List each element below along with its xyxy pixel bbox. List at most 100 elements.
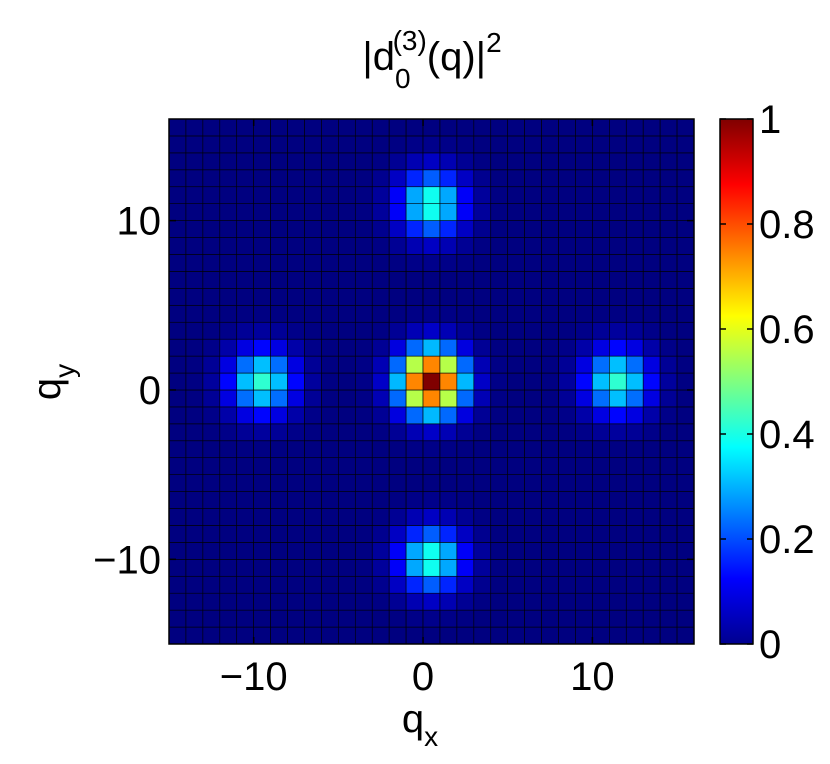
heatmap-cell [354, 288, 373, 306]
heatmap-cell [609, 254, 627, 272]
heatmap-cell [185, 559, 204, 577]
heatmap-cell [185, 542, 204, 560]
heatmap-cell [575, 118, 593, 137]
heatmap-cell [253, 203, 271, 221]
heatmap-cell [609, 423, 627, 442]
heatmap-cell [354, 186, 373, 204]
heatmap-cell [321, 525, 339, 543]
heatmap-cell [676, 372, 695, 391]
heatmap-cell [388, 135, 407, 154]
heatmap-cell [490, 118, 509, 137]
heatmap-cell [304, 626, 322, 645]
heatmap-cell [371, 321, 390, 340]
heatmap-cell [354, 338, 373, 357]
heatmap-cell [371, 559, 390, 577]
heatmap-cell [575, 542, 593, 560]
heatmap-cell [575, 355, 593, 374]
heatmap-cell [625, 203, 644, 221]
heatmap-cell [659, 220, 678, 238]
heatmap-cell [642, 575, 661, 594]
heatmap-cell [219, 372, 238, 391]
heatmap-cell [490, 203, 509, 221]
heatmap-cell [270, 389, 288, 408]
heatmap-cell [338, 152, 356, 171]
heatmap-cell [422, 440, 441, 459]
heatmap-cell [185, 304, 204, 323]
heatmap-cell [253, 118, 271, 137]
heatmap-cell [371, 474, 390, 492]
heatmap-cell [676, 542, 695, 560]
heatmap-cell [371, 542, 390, 560]
heatmap-cell [304, 542, 322, 560]
heatmap-cell [659, 542, 678, 560]
heatmap-cell [321, 169, 339, 188]
heatmap-cell [473, 237, 492, 255]
heatmap-cell [219, 135, 238, 154]
heatmap-cell [558, 321, 576, 340]
heatmap-cell [270, 321, 288, 340]
heatmap-cell [253, 389, 271, 408]
heatmap-cell [219, 288, 238, 306]
heatmap-cell [287, 321, 305, 340]
heatmap-cell [388, 304, 407, 323]
heatmap-cell [676, 626, 695, 645]
heatmap-cell [168, 508, 187, 526]
colorbar-tick-label: 0.2 [759, 518, 815, 562]
heatmap-cell [422, 423, 441, 442]
heatmap-cell [371, 575, 390, 594]
heatmap-cell [490, 542, 509, 560]
heatmap-cell [338, 304, 356, 323]
heatmap-cell [456, 271, 475, 289]
heatmap-cell [676, 304, 695, 323]
heatmap-cell [405, 152, 424, 171]
heatmap-cell [287, 542, 305, 560]
heatmap-cell [405, 406, 424, 425]
heatmap-cell [287, 457, 305, 475]
heatmap-cell [609, 559, 627, 577]
heatmap-cell [439, 508, 458, 526]
heatmap-cell [456, 220, 475, 238]
heatmap-cell [253, 491, 271, 509]
heatmap-cell [524, 288, 542, 306]
heatmap-cell [236, 440, 254, 459]
heatmap-cell [625, 575, 644, 594]
heatmap-cell [456, 609, 475, 628]
heatmap-cell [558, 457, 576, 475]
heatmap-cell [405, 288, 424, 306]
heatmap-cell [524, 508, 542, 526]
heatmap-cell [304, 304, 322, 323]
heatmap-cell [541, 118, 559, 137]
heatmap-cell [219, 406, 238, 425]
heatmap-cell [524, 169, 542, 188]
heatmap-cell [338, 525, 356, 543]
heatmap-cell [456, 372, 475, 391]
heatmap-cell [185, 423, 204, 442]
heatmap-cell [575, 304, 593, 323]
heatmap-cell [321, 389, 339, 408]
heatmap-cell [439, 609, 458, 628]
heatmap-cell [490, 491, 509, 509]
heatmap-cell [524, 321, 542, 340]
heatmap-cell [270, 254, 288, 272]
heatmap-cell [185, 271, 204, 289]
heatmap-cell [304, 321, 322, 340]
heatmap-cell [642, 304, 661, 323]
heatmap-cell [659, 355, 678, 374]
heatmap-cell [202, 254, 221, 272]
heatmap-cell [625, 186, 644, 204]
heatmap-cell [507, 152, 525, 171]
heatmap-cell [625, 372, 644, 391]
heatmap-cell [371, 288, 390, 306]
heatmap-cell [439, 304, 458, 323]
heatmap-cell [507, 169, 525, 188]
heatmap-cell [609, 575, 627, 594]
heatmap-cell [253, 575, 271, 594]
heatmap-cell [304, 220, 322, 238]
heatmap-cell [185, 220, 204, 238]
heatmap-cell [625, 542, 644, 560]
heatmap-cell [287, 508, 305, 526]
heatmap-cell [321, 135, 339, 154]
heatmap-cell [592, 423, 610, 442]
heatmap-cell [219, 271, 238, 289]
heatmap-cell [676, 135, 695, 154]
